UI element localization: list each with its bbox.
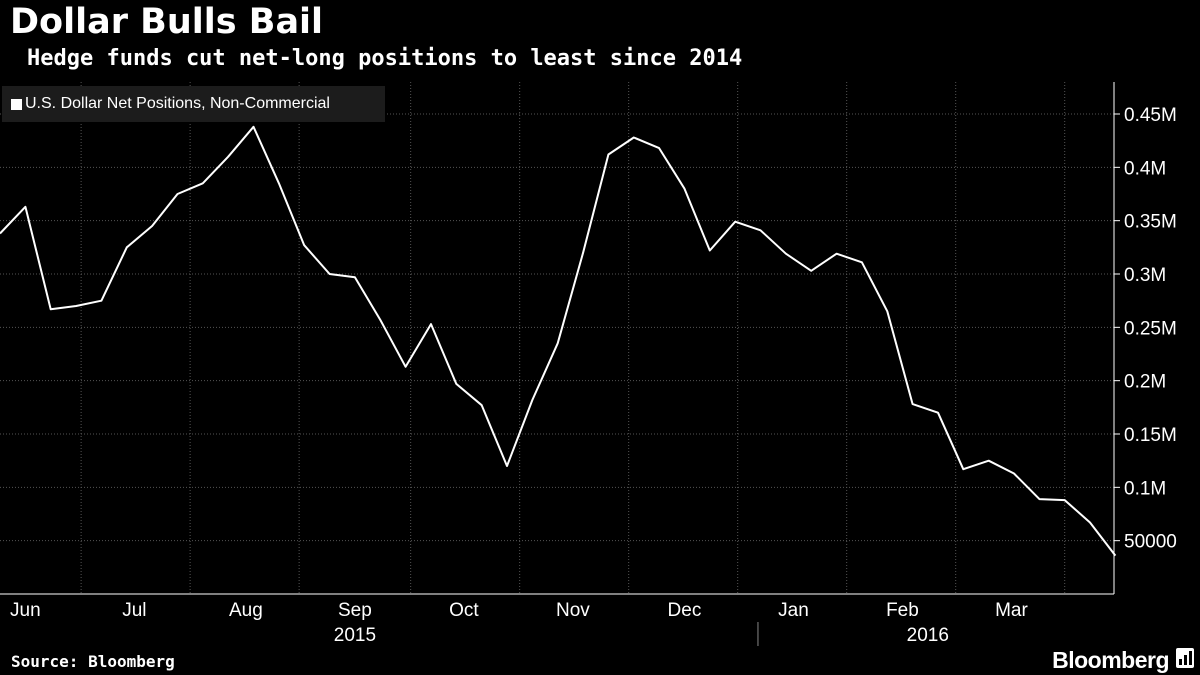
y-tick-label: 0.1M [1124, 478, 1166, 499]
y-tick-label: 0.15M [1124, 425, 1177, 446]
x-tick-label: Mar [995, 600, 1028, 621]
legend: U.S. Dollar Net Positions, Non-Commercia… [2, 86, 385, 122]
bloomberg-mark-icon [1176, 648, 1194, 668]
legend-label: U.S. Dollar Net Positions, Non-Commercia… [25, 95, 330, 112]
x-year-label: 2016 [907, 625, 949, 646]
y-tick-label: 0.4M [1124, 158, 1166, 179]
x-year-label: 2015 [334, 625, 376, 646]
x-tick-label: Sep [338, 600, 372, 621]
x-tick-label: Oct [449, 600, 479, 621]
y-tick-label: 0.25M [1124, 318, 1177, 339]
source-note: Source: Bloomberg [11, 652, 175, 671]
y-tick-label: 50000 [1124, 532, 1177, 553]
x-tick-label: Aug [229, 600, 263, 621]
chart-subtitle: Hedge funds cut net-long positions to le… [27, 46, 743, 71]
y-tick-label: 0.35M [1124, 212, 1177, 233]
chart-title: Dollar Bulls Bail [10, 2, 324, 42]
x-tick-label: Jul [122, 600, 146, 621]
bloomberg-logo: Bloomberg [1052, 647, 1169, 673]
x-tick-label: Jun [10, 600, 41, 621]
x-tick-label: Dec [668, 600, 702, 621]
x-tick-label: Nov [556, 600, 590, 621]
y-tick-label: 0.2M [1124, 372, 1166, 393]
y-tick-label: 0.45M [1124, 105, 1177, 126]
x-tick-label: Feb [886, 600, 919, 621]
y-tick-label: 0.3M [1124, 265, 1166, 286]
x-tick-labels: Jun Jul Aug Sep Oct Nov Dec Jan Feb Mar 2015 2016 [10, 600, 1028, 646]
series-lines [0, 125, 1117, 557]
axes [0, 82, 1120, 646]
series-line [0, 125, 1117, 557]
y-tick-labels: 50000 0.1M 0.15M 0.2M 0.25M 0.3M 0.35M 0.4M 0.45… [1124, 105, 1177, 553]
legend-swatch [11, 98, 22, 110]
grid-lines [0, 82, 1114, 594]
x-tick-label: Jan [778, 600, 809, 621]
